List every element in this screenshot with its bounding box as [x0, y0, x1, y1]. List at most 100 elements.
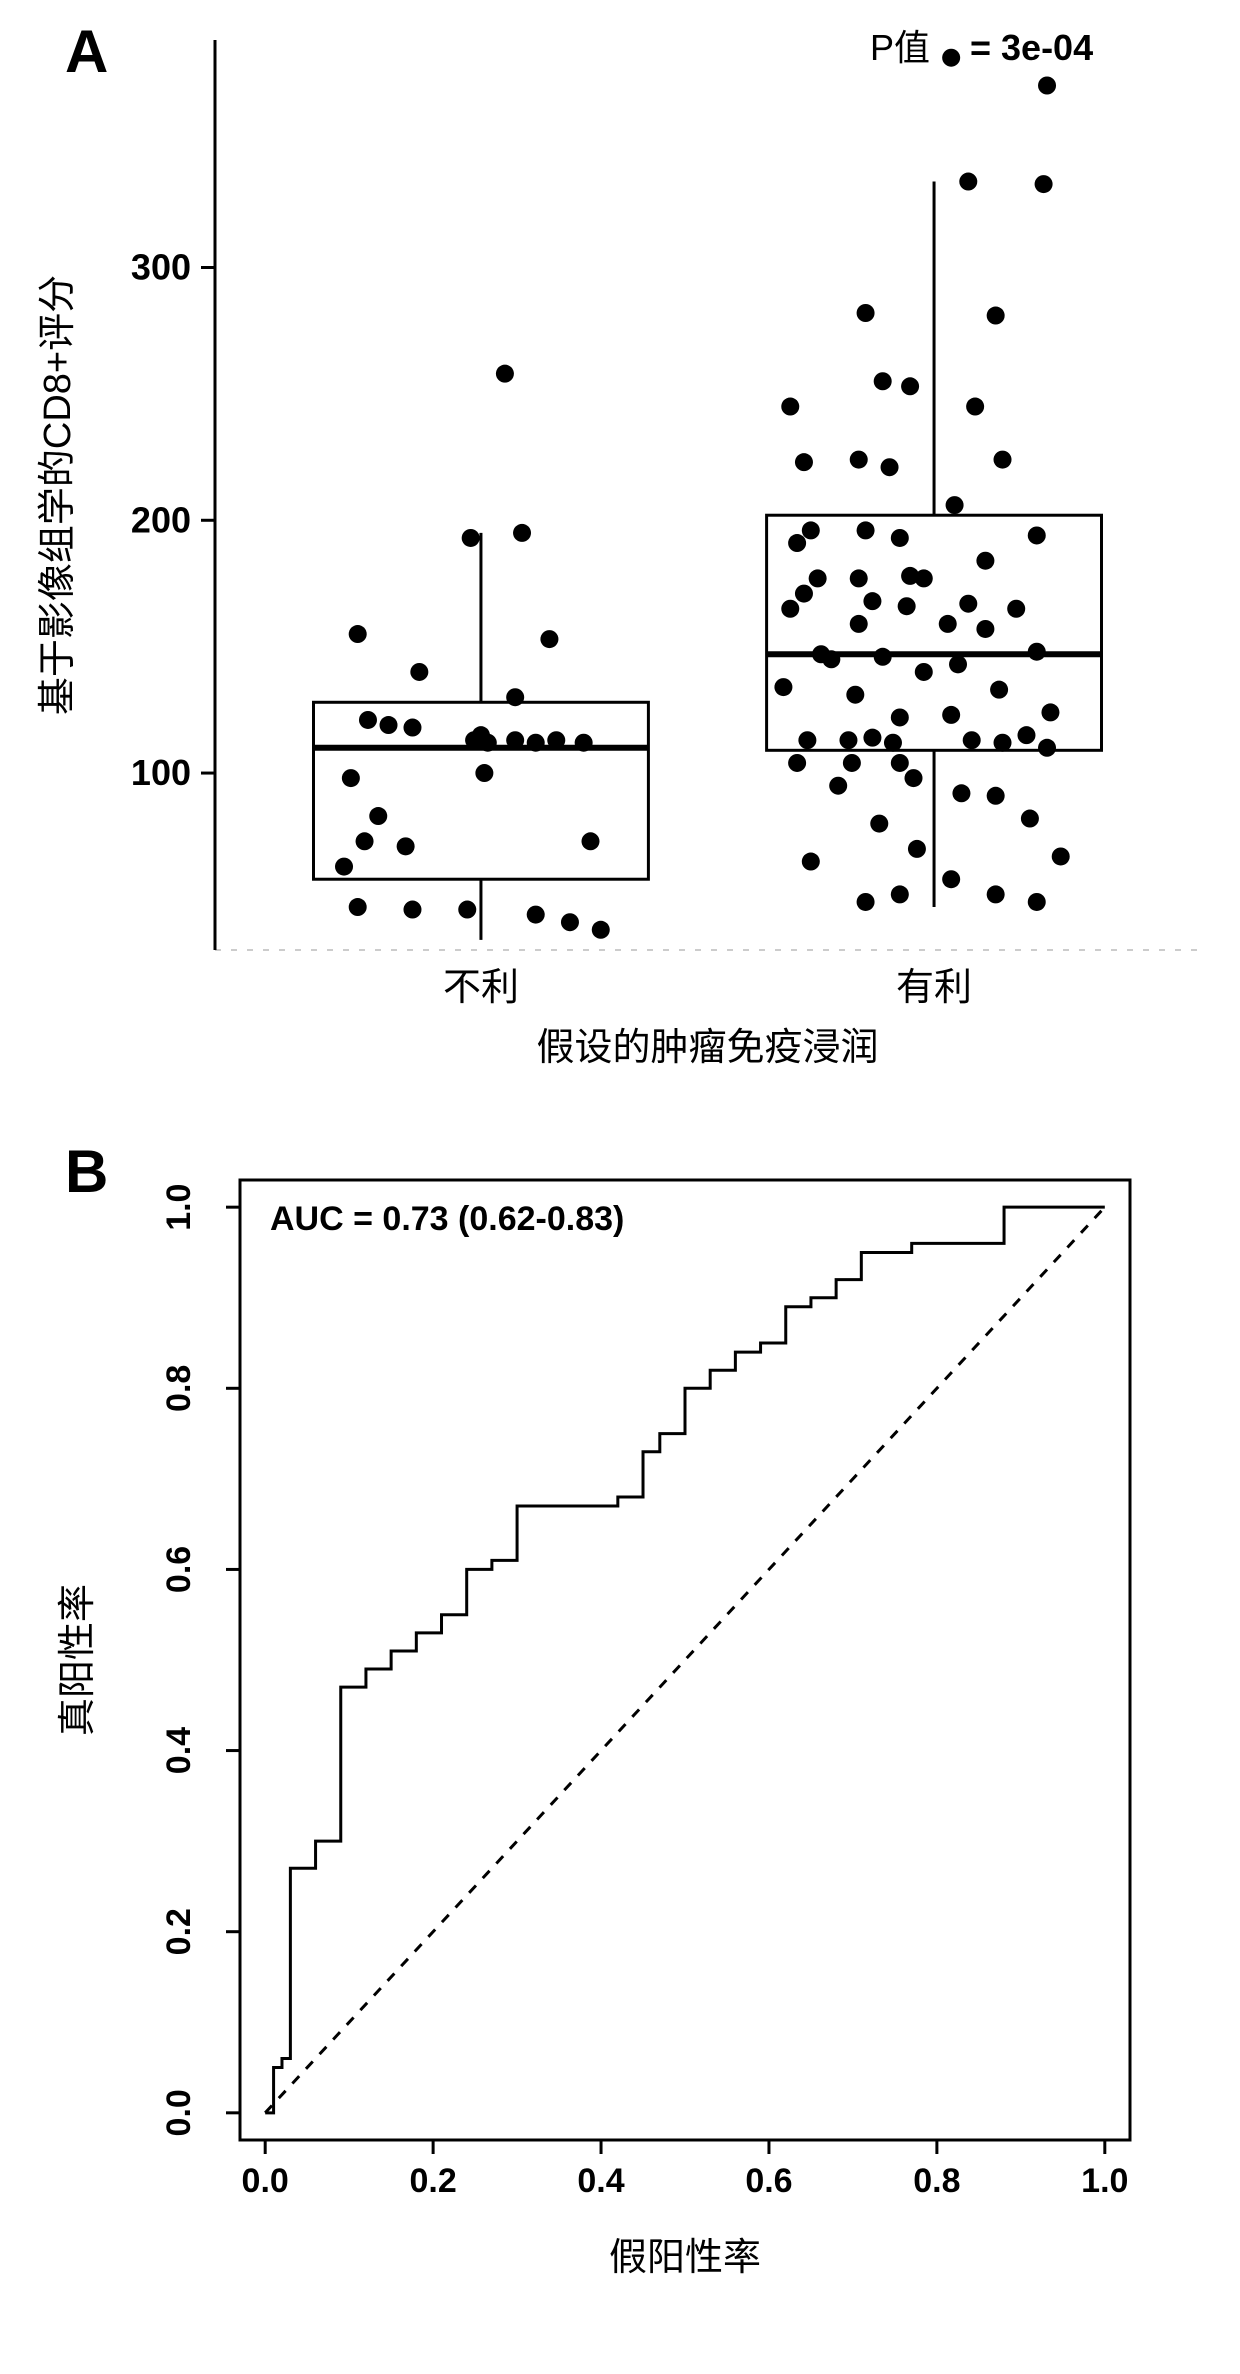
panel-b-xtick-label: 0.6	[745, 2162, 792, 2200]
panel-b-xtick-label: 1.0	[1081, 2162, 1128, 2200]
panel-a-point	[891, 529, 909, 547]
panel-a-point	[843, 754, 861, 772]
panel-a-point	[1038, 739, 1056, 757]
panel-a-point	[359, 711, 377, 729]
panel-a-point	[513, 524, 531, 542]
panel-a-point	[403, 719, 421, 737]
panel-a-point	[850, 451, 868, 469]
panel-a-point	[946, 496, 964, 514]
panel-a-point	[1041, 703, 1059, 721]
panel-a-point	[994, 451, 1012, 469]
panel-a-point	[857, 893, 875, 911]
panel-a-point	[850, 615, 868, 633]
panel-a-point	[976, 620, 994, 638]
panel-a-point	[901, 377, 919, 395]
panel-a-point	[846, 686, 864, 704]
panel-a-point	[575, 734, 593, 752]
panel-a-point	[479, 734, 497, 752]
panel-a-point	[1028, 893, 1046, 911]
panel-a-point	[592, 921, 610, 939]
panel-a-point	[863, 592, 881, 610]
panel-a-point	[335, 858, 353, 876]
panel-a-ytick-label: 200	[131, 499, 191, 540]
panel-b-auc-text: AUC = 0.73 (0.62-0.83)	[270, 1200, 624, 1238]
figure-svg: AP值= 3e-04100200300基于影像组学的CD8+评分不利有利假设的肿…	[0, 0, 1240, 2374]
panel-a-point	[990, 681, 1008, 699]
pvalue-label: P值	[870, 27, 930, 68]
panel-b-ytick-label: 0.8	[160, 1365, 198, 1412]
panel-a-point	[369, 807, 387, 825]
panel-a-point	[788, 534, 806, 552]
panel-a-point	[857, 304, 875, 322]
panel-a-point	[1021, 810, 1039, 828]
panel-a-point	[857, 521, 875, 539]
panel-a-point	[966, 398, 984, 416]
panel-a-point	[881, 458, 899, 476]
panel-a-point	[959, 173, 977, 191]
panel-a-point	[850, 569, 868, 587]
panel-a-point	[891, 708, 909, 726]
panel-a-point	[506, 688, 524, 706]
panel-b-ylabel: 真阳性率	[57, 1584, 99, 1736]
panel-a-ytick-label: 300	[131, 247, 191, 288]
panel-a-point	[774, 678, 792, 696]
panel-a-point	[994, 734, 1012, 752]
panel-a-point	[863, 729, 881, 747]
pvalue-annotation: P值 = 3e-04	[870, 27, 1093, 68]
panel-a-point	[822, 650, 840, 668]
panel-b-ytick-label: 0.4	[160, 1727, 198, 1774]
panel-b-ytick-label: 0.2	[160, 1908, 198, 1955]
panel-a-point	[915, 663, 933, 681]
panel-a-point	[839, 731, 857, 749]
panel-a-point	[795, 453, 813, 471]
panel-a-point	[781, 600, 799, 618]
panel-a-point	[939, 615, 957, 633]
panel-a-point	[1052, 847, 1070, 865]
panel-a-point	[915, 569, 933, 587]
panel-a-point	[795, 585, 813, 603]
panel-a-point	[561, 913, 579, 931]
panel-a-point	[506, 731, 524, 749]
panel-a-point	[942, 706, 960, 724]
panel-a-point	[870, 815, 888, 833]
panel-a-point	[527, 906, 545, 924]
panel-a-point	[781, 398, 799, 416]
panel-a-ytick-label: 100	[131, 752, 191, 793]
panel-a-point	[1028, 643, 1046, 661]
panel-a-point	[349, 898, 367, 916]
panel-a-point	[1028, 526, 1046, 544]
panel-a-point	[905, 769, 923, 787]
panel-a-point	[874, 372, 892, 390]
panel-a-point	[891, 885, 909, 903]
panel-a-point	[942, 870, 960, 888]
panel-a-point	[349, 625, 367, 643]
panel-a-point	[829, 777, 847, 795]
panel-b-ytick-label: 1.0	[160, 1184, 198, 1231]
panel-a-point	[987, 307, 1005, 325]
panel-a-point	[356, 832, 374, 850]
panel-a-point	[987, 885, 1005, 903]
panel-a-point	[898, 597, 916, 615]
panel-a-point	[942, 49, 960, 67]
panel-a-point	[410, 663, 428, 681]
panel-a-category-label: 有利	[896, 967, 972, 1009]
panel-a-point	[949, 655, 967, 673]
panel-a-point	[1038, 77, 1056, 95]
panel-a-point	[908, 840, 926, 858]
panel-a-point	[462, 529, 480, 547]
panel-a-point	[342, 769, 360, 787]
panel-b-xtick-label: 0.0	[242, 2162, 289, 2200]
panel-a-ylabel: 基于影像组学的CD8+评分	[37, 275, 79, 715]
panel-a-point	[458, 901, 476, 919]
panel-b-xlabel: 假阳性率	[609, 2237, 761, 2279]
pvalue-equals: = 3e-04	[970, 27, 1093, 68]
panel-b-xtick-label: 0.4	[577, 2162, 624, 2200]
panel-a-point	[884, 734, 902, 752]
panel-a-point	[397, 837, 415, 855]
panel-b-xtick-label: 0.2	[409, 2162, 456, 2200]
panel-a-point	[527, 734, 545, 752]
panel-a-point	[963, 731, 981, 749]
panel-a-xlabel: 假设的肿瘤免疫浸润	[536, 1027, 878, 1069]
panel-a-point	[802, 853, 820, 871]
panel-b-ytick-label: 0.0	[160, 2089, 198, 2136]
